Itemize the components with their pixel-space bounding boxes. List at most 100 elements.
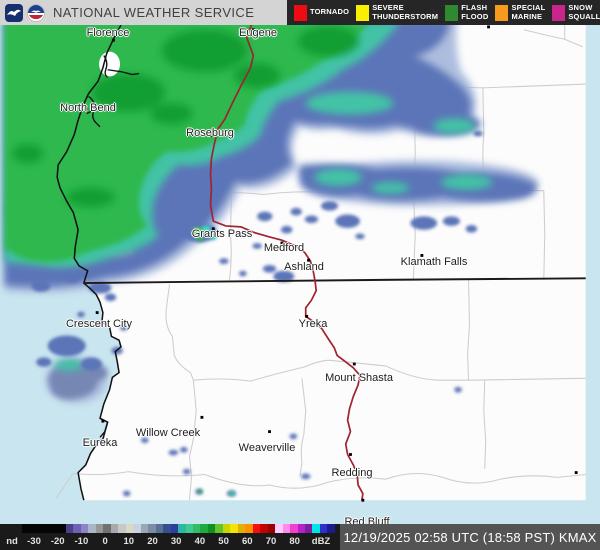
alert-color-swatch [356, 4, 370, 21]
brand: NATIONAL WEATHER SERVICE [0, 0, 254, 25]
ramp-segment [118, 524, 126, 533]
ramp-segment [230, 524, 238, 533]
ramp-segment [222, 524, 231, 533]
dbz-tick-label: -20 [50, 536, 65, 547]
dbz-tick-label: 80 [289, 536, 300, 547]
alert-legend-item: SEVERE THUNDERSTORM [356, 2, 439, 21]
dbz-unit-label: dBZ [311, 536, 331, 547]
ramp-segment [327, 524, 335, 533]
alert-legend-item: SNOW SQUALL [552, 2, 600, 21]
alert-color-swatch [495, 4, 509, 21]
ramp-segment [237, 524, 246, 533]
city-dot [95, 311, 99, 315]
ramp-segment [207, 524, 216, 533]
ramp-segment [260, 524, 268, 533]
agency-title: NATIONAL WEATHER SERVICE [53, 5, 255, 20]
ramp-segment [178, 524, 186, 533]
ramp-segment [267, 524, 276, 533]
ramp-segment [215, 524, 223, 533]
city-dot [210, 134, 213, 137]
dbz-tick-label: 70 [265, 536, 277, 547]
nws-logo-icon [27, 3, 45, 22]
city-dot [305, 314, 309, 318]
ramp-segment [192, 524, 201, 533]
ramp-segment [297, 524, 305, 533]
city-dot [280, 241, 284, 245]
map-canvas [4, 25, 586, 502]
dbz-tick-label: -10 [74, 536, 89, 547]
radar-gap [99, 51, 121, 77]
city-dot [251, 28, 255, 32]
ramp-segment [282, 524, 291, 533]
city-dot [101, 419, 105, 423]
radar-precipitation [4, 25, 539, 497]
ramp-segment [66, 524, 74, 533]
interstate-5-road [209, 25, 364, 501]
ramp-segment [73, 524, 81, 533]
city-dot [574, 471, 578, 475]
city-dot [487, 25, 490, 29]
ramp-segment [305, 524, 313, 533]
ramp-segment [103, 524, 111, 533]
dbz-tick-label: 60 [242, 536, 253, 547]
alert-color-swatch [552, 4, 566, 21]
city-dot [307, 258, 310, 262]
ramp-segment [312, 524, 320, 533]
ramp-segment [148, 524, 156, 533]
ramp-segment [170, 524, 179, 533]
ramp-segment [140, 524, 149, 533]
city-dot [361, 498, 365, 502]
dbz-tick-label: -30 [27, 536, 41, 547]
header-bar: NATIONAL WEATHER SERVICE TORNADO SEVERE T… [0, 0, 600, 25]
alert-color-swatch [445, 4, 459, 21]
dbz-tick-label: 20 [147, 536, 158, 547]
city-dot [111, 38, 115, 42]
city-dot [200, 415, 204, 419]
alert-label: SPECIAL MARINE [511, 2, 546, 21]
dbz-tick-label: nd [6, 536, 18, 547]
alert-legend: TORNADO SEVERE THUNDERSTORM FLASH FLOOD SPE… [287, 0, 600, 25]
ramp-segment [133, 524, 141, 533]
dbz-tick-label: 30 [170, 536, 182, 547]
dbz-tick-label: 10 [123, 536, 135, 547]
radar-map[interactable]: Florence Eugene North Bend Roseburg Grants P… [0, 25, 600, 524]
ramp-segment [275, 524, 283, 533]
alert-label: SEVERE THUNDERSTORM [372, 2, 439, 21]
colorbar-panel: nd -30 -20 -10 0 10 20 30 40 50 60 70 80 dBZ 12/19/20… [0, 524, 600, 550]
state-border [83, 277, 586, 285]
ramp-segment [95, 524, 104, 533]
alert-legend-item: TORNADO [294, 4, 350, 21]
ramp-segment [319, 524, 328, 533]
alert-legend-item: FLASH FLOOD [445, 2, 489, 21]
ramp-segment [110, 524, 119, 533]
noaa-logo-icon [5, 3, 23, 22]
ramp-segment [80, 524, 89, 533]
timestamp-readout: 12/19/2025 02:58 UTC (18:58 PST) KMAX [340, 524, 600, 550]
ramp-segment [245, 524, 253, 533]
dbz-tick-label: 50 [218, 536, 229, 547]
alert-label: SNOW SQUALL [568, 2, 600, 21]
city-dot [349, 453, 352, 456]
city-dot [268, 430, 271, 434]
alert-label: FLASH FLOOD [461, 2, 489, 21]
alert-color-swatch [294, 4, 307, 21]
dbz-color-ramp [22, 524, 335, 533]
ramp-segment [163, 524, 171, 533]
city-dot [420, 254, 424, 257]
alert-legend-item: SPECIAL MARINE [495, 2, 546, 21]
alert-label: TORNADO [310, 7, 350, 17]
ramp-segment [290, 524, 298, 533]
city-dot [352, 362, 356, 366]
city-dots [85, 25, 578, 502]
city-dot [85, 107, 89, 111]
dbz-tick-row: nd -30 -20 -10 0 10 20 30 40 50 60 70 80 dBZ [6, 533, 342, 550]
ramp-segment [88, 524, 96, 533]
ramp-segment [200, 524, 208, 533]
ramp-segment [185, 524, 193, 533]
ramp-segment [252, 524, 261, 533]
ramp-segment [125, 524, 134, 533]
city-dot [211, 227, 215, 231]
dbz-tick-label: 40 [194, 536, 206, 547]
ramp-segment [155, 524, 164, 533]
